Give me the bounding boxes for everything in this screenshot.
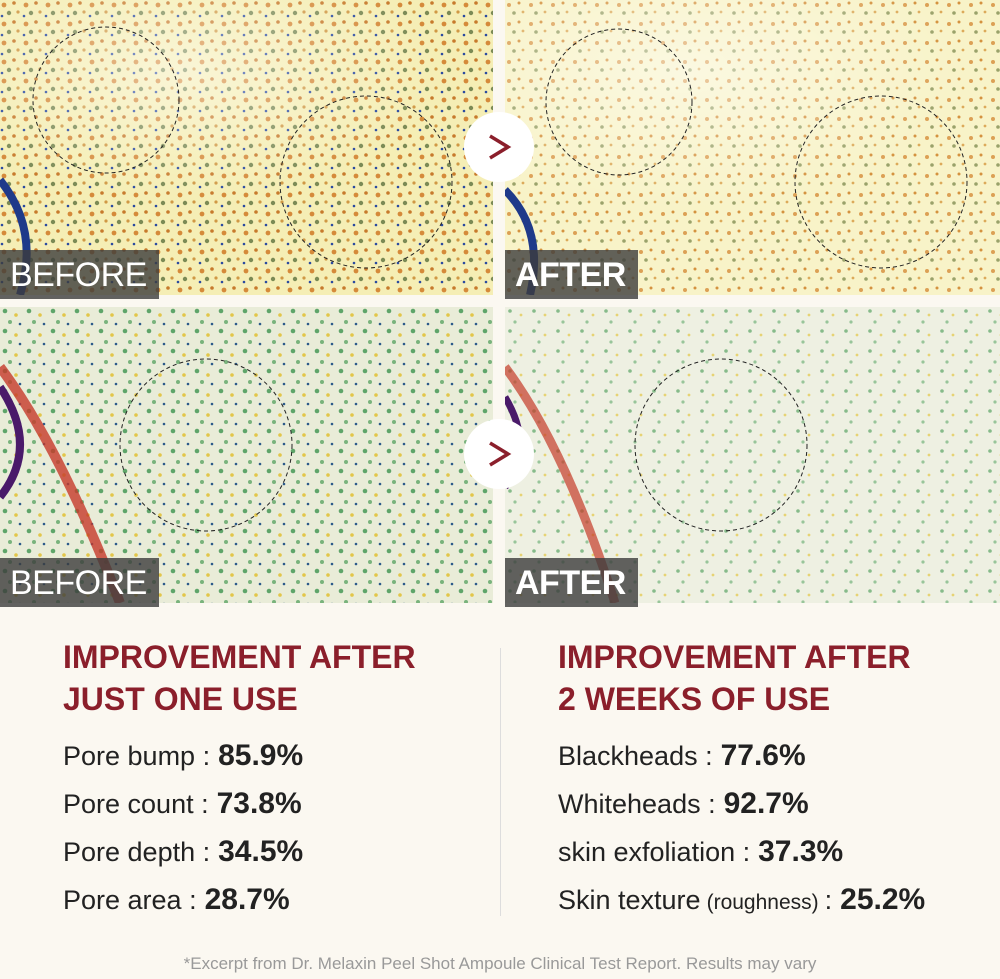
stat-value: 85.9% bbox=[218, 739, 304, 772]
stat-label: Pore area : bbox=[63, 885, 197, 915]
skin-image bbox=[0, 0, 493, 295]
stat-row: Whiteheads :92.7% bbox=[558, 780, 925, 828]
divider bbox=[500, 648, 501, 916]
stat-row: Pore count :73.8% bbox=[63, 780, 416, 828]
stat-label: Blackheads : bbox=[558, 741, 713, 771]
stat-label: Pore bump : bbox=[63, 741, 211, 771]
after-label: AFTER bbox=[505, 558, 638, 607]
stat-row: Blackheads :77.6% bbox=[558, 732, 925, 780]
arrow-badge bbox=[464, 112, 534, 182]
heading-line: IMPROVEMENT AFTER bbox=[558, 639, 911, 675]
results-column: IMPROVEMENT AFTER 2 WEEKS OF USE Blackhead… bbox=[558, 636, 925, 924]
stat-value: 73.8% bbox=[216, 787, 302, 820]
before-label: BEFORE bbox=[0, 558, 159, 607]
heading: IMPROVEMENT AFTER JUST ONE USE bbox=[63, 636, 416, 720]
stat-label: Pore count : bbox=[63, 789, 209, 819]
skin-image bbox=[0, 307, 493, 603]
stat-label: Whiteheads : bbox=[558, 789, 716, 819]
stat-value: 37.3% bbox=[758, 835, 844, 868]
stat-value: 25.2% bbox=[840, 883, 926, 916]
stat-note: (roughness) bbox=[706, 891, 819, 914]
stat-value: 28.7% bbox=[204, 883, 290, 916]
stat-label: Pore depth : bbox=[63, 837, 211, 867]
skin-image bbox=[505, 307, 1000, 603]
stat-row: skin exfoliation :37.3% bbox=[558, 828, 925, 876]
stat-row: Skin texture (roughness):25.2% bbox=[558, 876, 925, 924]
arrow-badge bbox=[464, 419, 534, 489]
stat-value: 77.6% bbox=[720, 739, 806, 772]
stat-label: Skin texture bbox=[558, 885, 701, 915]
stat-value: 92.7% bbox=[723, 787, 809, 820]
heading-line: 2 WEEKS OF USE bbox=[558, 681, 831, 717]
heading-line: JUST ONE USE bbox=[63, 681, 298, 717]
stat-row: Pore bump :85.9% bbox=[63, 732, 416, 780]
stat-label: skin exfoliation : bbox=[558, 837, 751, 867]
skin-image bbox=[505, 0, 1000, 295]
before-label: BEFORE bbox=[0, 250, 159, 299]
results-column: IMPROVEMENT AFTER JUST ONE USE Pore bump :… bbox=[63, 636, 416, 924]
stat-row: Pore depth :34.5% bbox=[63, 828, 416, 876]
after-label: AFTER bbox=[505, 250, 638, 299]
heading-line: IMPROVEMENT AFTER bbox=[63, 639, 416, 675]
stat-value: 34.5% bbox=[218, 835, 304, 868]
heading: IMPROVEMENT AFTER 2 WEEKS OF USE bbox=[558, 636, 925, 720]
footnote: *Excerpt from Dr. Melaxin Peel Shot Ampo… bbox=[183, 954, 817, 973]
stat-row: Pore area :28.7% bbox=[63, 876, 416, 924]
stat-separator: : bbox=[824, 885, 833, 915]
